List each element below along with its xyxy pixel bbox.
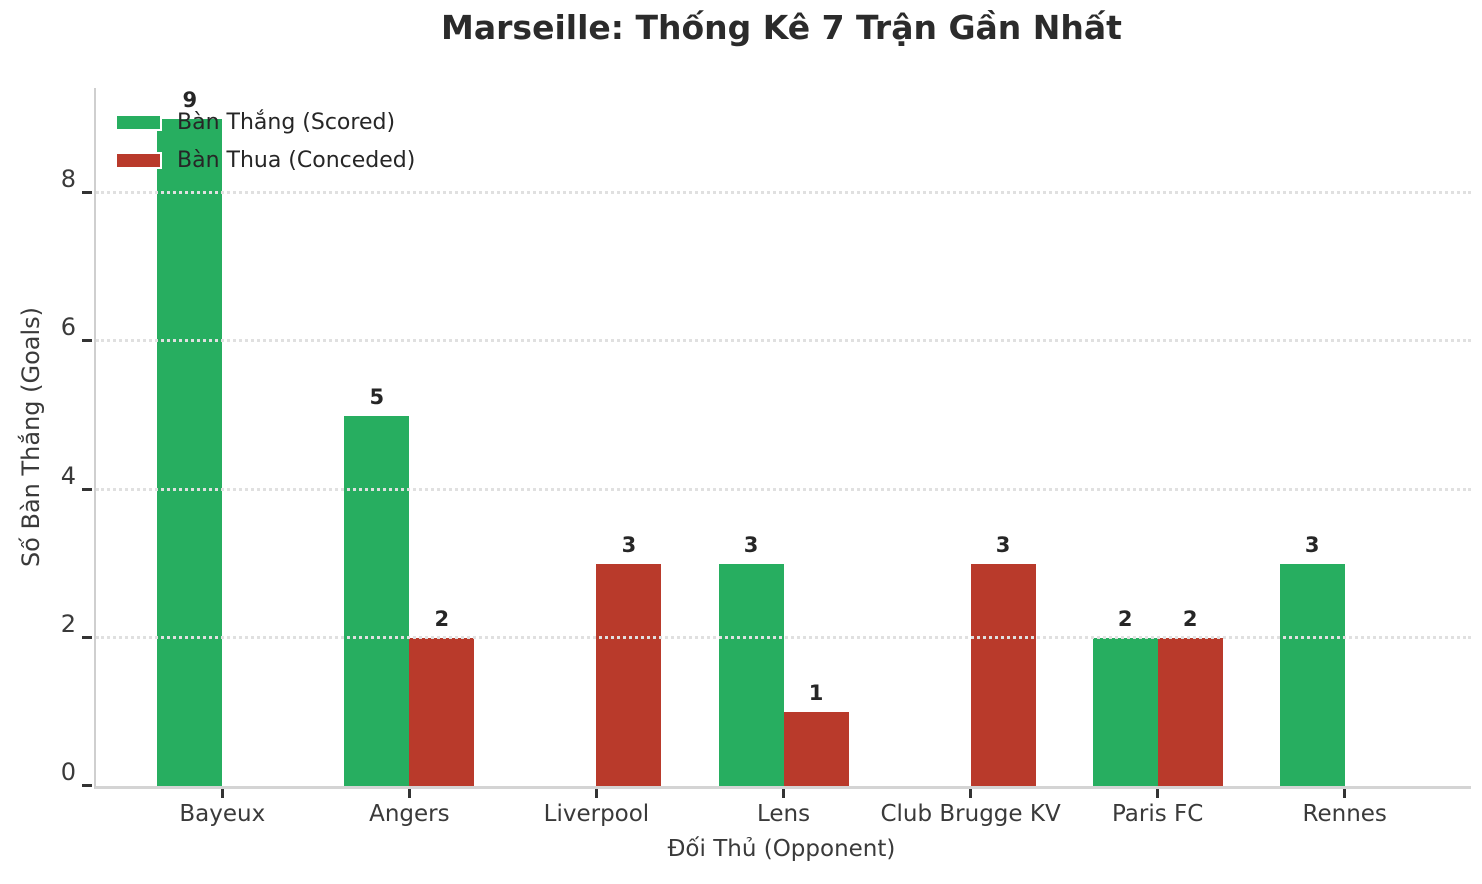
legend-item-conceded: Bàn Thua (Conceded) xyxy=(115,148,415,173)
x-tick-mark-lens xyxy=(782,789,785,798)
bar-value-scored-lens: 3 xyxy=(743,533,759,557)
bar-scored-lens xyxy=(718,564,784,786)
x-tick-label-paris-fc: Paris FC xyxy=(1111,801,1204,827)
y-tick-label-2: 2 xyxy=(60,609,76,638)
bar-conceded-angers xyxy=(409,638,475,786)
legend-swatch-scored xyxy=(115,114,162,131)
bar-value-conceded-paris-fc: 2 xyxy=(1182,607,1198,631)
bar-value-conceded-club-brugge-kv: 3 xyxy=(995,533,1011,557)
bar-scored-bayeux xyxy=(157,119,223,786)
bar-value-scored-angers: 5 xyxy=(369,385,385,409)
y-tick-label-8: 8 xyxy=(60,165,76,194)
x-tick-label-rennes: Rennes xyxy=(1302,801,1387,827)
y-tick-mark-2 xyxy=(82,635,92,639)
x-tick-label-lens: Lens xyxy=(756,801,811,827)
x-tick-mark-angers xyxy=(407,789,411,798)
gridline-y-6 xyxy=(96,339,1471,343)
x-tick-label-angers: Angers xyxy=(369,801,450,827)
gridline-y-8 xyxy=(96,191,1471,195)
y-tick-mark-6 xyxy=(82,339,92,343)
x-tick-mark-liverpool xyxy=(594,789,598,798)
x-tick-label-bayeux: Bayeux xyxy=(179,801,266,827)
y-tick-mark-8 xyxy=(82,191,92,195)
legend-item-scored: Bàn Thắng (Scored) xyxy=(115,110,415,135)
bar-scored-paris-fc xyxy=(1092,638,1158,786)
bar-value-conceded-angers: 2 xyxy=(434,607,450,631)
bar-value-conceded-liverpool: 3 xyxy=(621,533,637,557)
bar-conceded-club-brugge-kv xyxy=(970,564,1036,786)
bar-conceded-liverpool xyxy=(596,564,662,786)
plot-area: Bàn Thắng (Scored) Bàn Thua (Conceded) 0… xyxy=(61,88,1471,827)
legend-label-conceded: Bàn Thua (Conceded) xyxy=(177,148,416,173)
bar-scored-angers xyxy=(344,416,410,786)
bar-value-scored-rennes: 3 xyxy=(1304,533,1320,557)
x-tick-label-club-brugge-kv: Club Brugge KV xyxy=(880,801,1061,827)
chart-title: Marseille: Thống Kê 7 Trận Gần Nhất xyxy=(441,8,1122,47)
bar-scored-rennes xyxy=(1279,564,1345,786)
x-tick-label-liverpool: Liverpool xyxy=(543,801,650,827)
legend: Bàn Thắng (Scored) Bàn Thua (Conceded) xyxy=(115,110,415,173)
bar-value-scored-paris-fc: 2 xyxy=(1117,607,1133,631)
bar-conceded-paris-fc xyxy=(1157,638,1223,786)
y-axis-label: Số Bàn Thắng (Goals) xyxy=(17,306,45,568)
legend-swatch-conceded xyxy=(115,152,162,169)
x-tick-mark-bayeux xyxy=(220,789,224,798)
y-tick-label-6: 6 xyxy=(60,313,76,342)
legend-label-scored: Bàn Thắng (Scored) xyxy=(177,110,396,135)
y-tick-label-0: 0 xyxy=(60,758,76,786)
y-tick-label-4: 4 xyxy=(60,461,76,490)
gridline-y-2 xyxy=(96,635,1471,639)
y-tick-mark-0 xyxy=(82,784,92,787)
x-tick-mark-paris-fc xyxy=(1156,789,1160,798)
bar-value-scored-bayeux: 9 xyxy=(182,88,198,112)
y-tick-mark-4 xyxy=(82,487,92,491)
x-tick-mark-club-brugge-kv xyxy=(969,789,973,798)
bar-value-conceded-lens: 1 xyxy=(808,681,824,705)
bar-conceded-lens xyxy=(783,712,849,786)
x-tick-mark-rennes xyxy=(1343,789,1347,798)
x-axis-label: Đối Thủ (Opponent) xyxy=(667,836,896,862)
gridline-y-4 xyxy=(96,487,1471,491)
